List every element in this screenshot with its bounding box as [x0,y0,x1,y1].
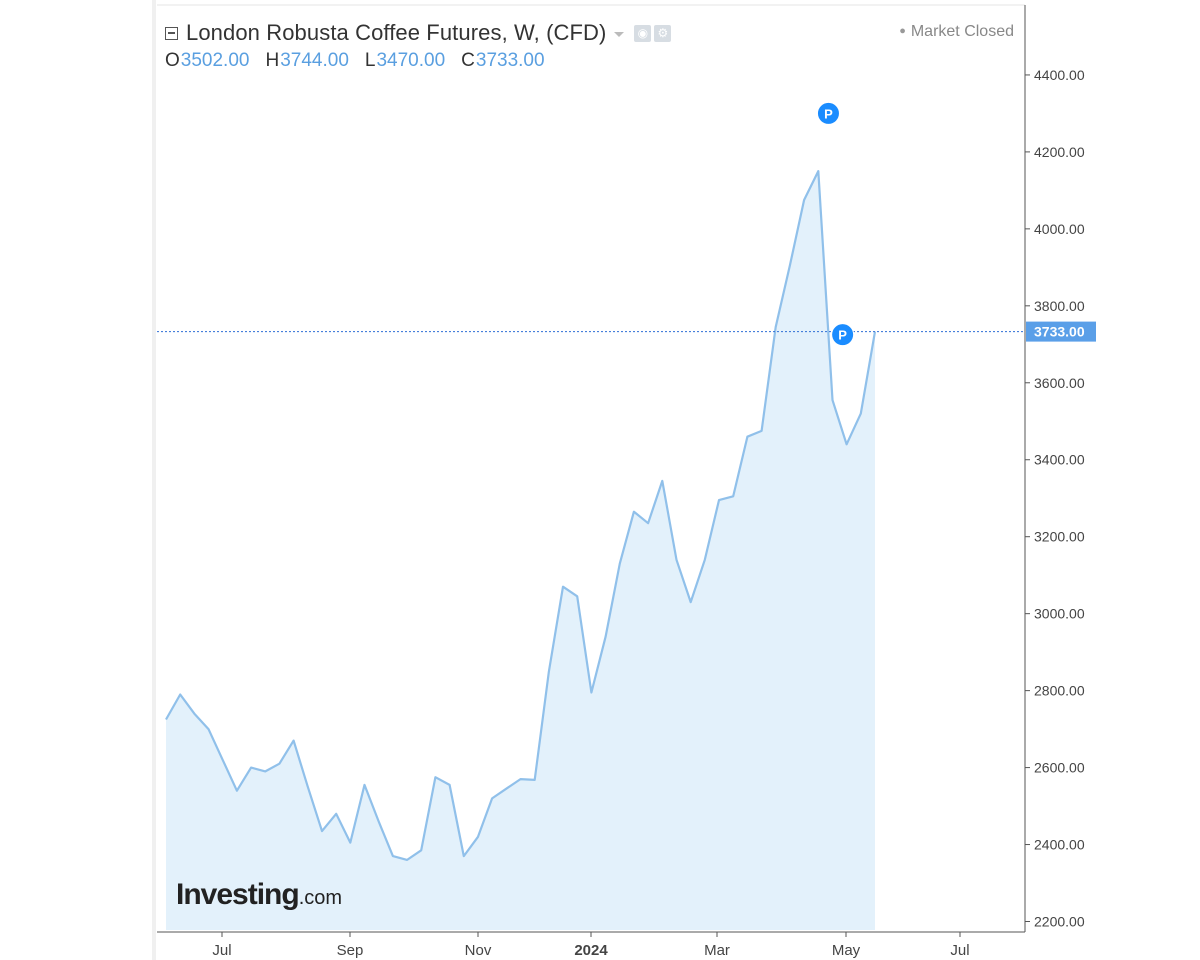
logo-main-text: Investing [176,878,300,911]
ohlc-values: O3502.00 H3744.00 L3470.00 C3733.00 [165,50,671,72]
y-tick-label: 3800.00 [1034,298,1085,314]
collapse-icon[interactable] [165,26,178,40]
high-value: H3744.00 [265,50,348,72]
y-tick-label: 2400.00 [1034,837,1085,853]
left-panel-edge [152,0,156,960]
y-tick-label: 2800.00 [1034,683,1085,699]
close-label: C [461,50,475,71]
y-tick-label: 3400.00 [1034,452,1085,468]
market-status-text: Market Closed [910,23,1014,40]
y-tick-label: 4400.00 [1034,67,1085,83]
x-tick-label: Jul [212,942,231,959]
price-scale-background [1025,0,1200,960]
y-tick-label: 4200.00 [1034,144,1085,160]
open-label: O [165,50,180,71]
chevron-down-icon[interactable] [614,31,625,37]
last-price-badge [1026,321,1096,342]
last-price-label: 3733.00 [1034,324,1085,340]
chart-legend: London Robusta Coffee Futures, W, (CFD) … [165,20,672,72]
x-tick-label: Mar [704,942,730,959]
eye-icon[interactable]: ◉ [634,24,652,42]
y-tick-label: 2600.00 [1034,760,1085,776]
low-value: L3470.00 [365,50,445,72]
x-tick-label: Sep [337,942,364,959]
y-tick-label: 3600.00 [1034,375,1085,391]
event-marker [816,101,840,125]
x-tick-label: May [832,942,861,959]
x-tick-label: Nov [465,942,492,959]
event-marker-label: P [838,328,847,343]
y-tick-label: 2200.00 [1034,914,1085,930]
close-value: C3733.00 [461,50,544,72]
y-tick-label: 3000.00 [1034,606,1085,622]
price-area-fill [166,171,875,931]
open-value: O3502.00 [165,50,249,72]
close-number: 3733.00 [475,50,545,71]
x-tick-label: 2024 [574,942,608,959]
investing-logo: Investing.com [176,878,342,912]
event-marker [831,323,855,347]
symbol-title: London Robusta Coffee Futures, W, (CFD) [186,20,607,45]
status-dot-icon: ● [899,25,906,37]
event-marker-label: P [824,106,833,121]
x-tick-label: Jul [950,942,969,959]
logo-sub-text: .com [298,887,343,909]
low-label: L [364,50,376,71]
y-tick-label: 4000.00 [1034,221,1085,237]
y-tick-label: 3200.00 [1034,529,1085,545]
low-number: 3470.00 [376,50,446,71]
market-status: ● Market Closed [899,23,1014,41]
high-number: 3744.00 [280,50,349,71]
high-label: H [265,50,280,71]
open-number: 3502.00 [180,50,250,71]
gear-icon[interactable]: ⚙ [654,24,672,42]
